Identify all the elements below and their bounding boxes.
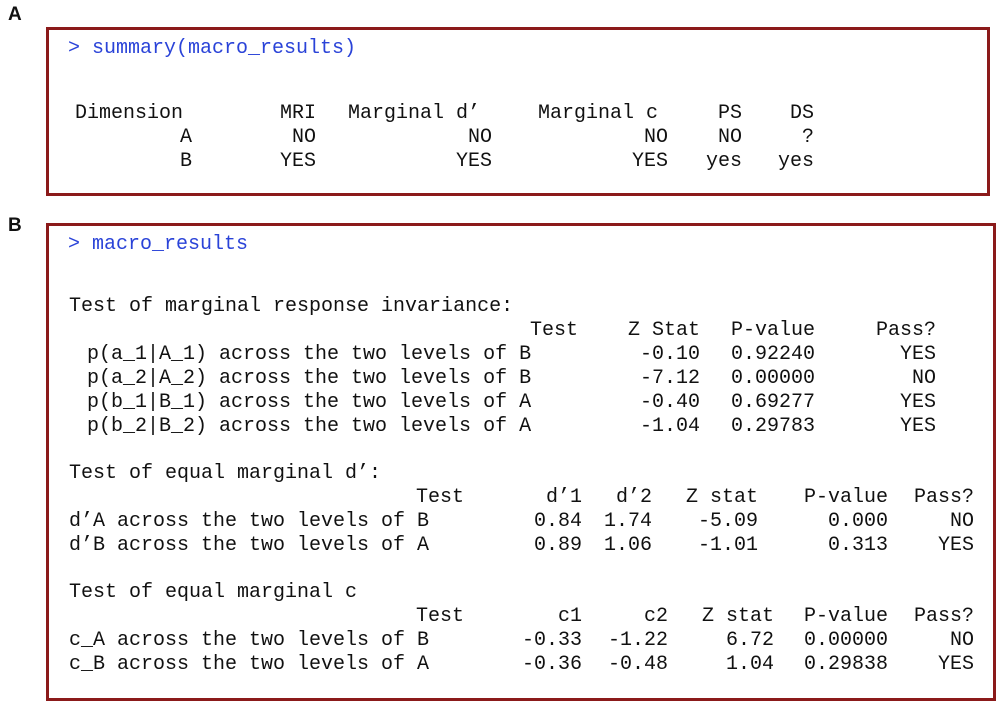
dprime-row-1-z-stat: -5.09 [697,510,758,533]
summary-row-a-marginal-d: NO [467,126,492,149]
summary-row-a-ds: ? [801,126,814,149]
c-header-c2: c2 [643,605,668,628]
c-row-1-test: c_A across the two levels of B [69,629,430,652]
mri-row-3-pass: YES [899,391,936,414]
summary-row-b-marginal-c: YES [631,150,668,173]
dprime-row-1-pass: NO [949,510,974,533]
c-row-2-z-stat: 1.04 [725,653,774,676]
dprime-header-z-stat: Z stat [685,486,758,509]
dprime-header-p-value: P-value [803,486,888,509]
mri-row-1-test: p(a_1|A_1) across the two levels of B [87,343,532,366]
summary-row-b-dimension: B [179,150,192,173]
mri-header-z-stat: Z Stat [627,319,700,342]
dprime-header-d1: d’1 [545,486,582,509]
mri-row-3-z-stat: -0.40 [639,391,700,414]
console-command: > summary(macro_results) [68,37,357,60]
c-row-2-test: c_B across the two levels of A [69,653,430,676]
dprime-row-1-d1: 0.84 [533,510,582,533]
c-row-1-c1: -0.33 [521,629,582,652]
mri-row-1-p-value: 0.92240 [730,343,815,366]
summary-row-a-mri: NO [291,126,316,149]
summary-row-a-dimension: A [179,126,192,149]
mri-header-test: Test [529,319,578,342]
summary-header-marginal-c: Marginal c [538,102,659,125]
dprime-header-d2: d’2 [615,486,652,509]
dprime-row-2-d1: 0.89 [533,534,582,557]
c-header-pass: Pass? [913,605,974,628]
c-header-z-stat: Z stat [701,605,774,628]
dprime-row-2-pass: YES [937,534,974,557]
c-header-test: Test [415,605,464,628]
dprime-row-1-test: d’A across the two levels of B [69,510,430,533]
mri-row-4-z-stat: -1.04 [639,415,700,438]
dprime-header-test: Test [415,486,464,509]
dprime-header-pass: Pass? [913,486,974,509]
summary-header-marginal-d: Marginal d’ [348,102,481,125]
dprime-row-2-test: d’B across the two levels of A [69,534,430,557]
mri-row-4-pass: YES [899,415,936,438]
dprime-row-1-p-value: 0.000 [827,510,888,533]
c-header-p-value: P-value [803,605,888,628]
c-row-2-c2: -0.48 [607,653,668,676]
summary-row-b-ps: yes [705,150,742,173]
summary-row-b-marginal-d: YES [455,150,492,173]
panel-label-b: B [8,215,22,236]
c-header-c1: c1 [557,605,582,628]
c-row-2-p-value: 0.29838 [803,653,888,676]
c-row-2-pass: YES [937,653,974,676]
section-title-mri: Test of marginal response invariance: [69,295,514,318]
summary-row-a-ps: NO [717,126,742,149]
c-row-1-z-stat: 6.72 [725,629,774,652]
mri-row-2-z-stat: -7.12 [639,367,700,390]
mri-row-2-p-value: 0.00000 [730,367,815,390]
summary-header-mri: MRI [279,102,316,125]
mri-row-4-p-value: 0.29783 [730,415,815,438]
console-command: > macro_results [68,233,249,256]
summary-header-ds: DS [789,102,814,125]
dprime-row-2-p-value: 0.313 [827,534,888,557]
c-row-1-p-value: 0.00000 [803,629,888,652]
summary-header-dimension: Dimension [75,102,184,125]
summary-row-b-mri: YES [279,150,316,173]
mri-row-2-test: p(a_2|A_2) across the two levels of B [87,367,532,390]
dprime-row-1-d2: 1.74 [603,510,652,533]
summary-row-b-ds: yes [777,150,814,173]
c-row-1-pass: NO [949,629,974,652]
c-row-2-c1: -0.36 [521,653,582,676]
dprime-row-2-d2: 1.06 [603,534,652,557]
mri-row-4-test: p(b_2|B_2) across the two levels of A [87,415,532,438]
mri-row-2-pass: NO [911,367,936,390]
mri-row-1-z-stat: -0.10 [639,343,700,366]
c-row-1-c2: -1.22 [607,629,668,652]
console-panel-b [46,223,996,701]
console-panel-a [46,27,990,196]
summary-header-ps: PS [717,102,742,125]
mri-header-p-value: P-value [730,319,815,342]
summary-row-a-marginal-c: NO [643,126,668,149]
dprime-row-2-z-stat: -1.01 [697,534,758,557]
mri-header-pass: Pass? [875,319,936,342]
mri-row-1-pass: YES [899,343,936,366]
section-title-dprime: Test of equal marginal d’: [69,462,382,485]
mri-row-3-p-value: 0.69277 [730,391,815,414]
mri-row-3-test: p(b_1|B_1) across the two levels of A [87,391,532,414]
section-title-c: Test of equal marginal c [69,581,358,604]
panel-label-a: A [8,4,22,25]
